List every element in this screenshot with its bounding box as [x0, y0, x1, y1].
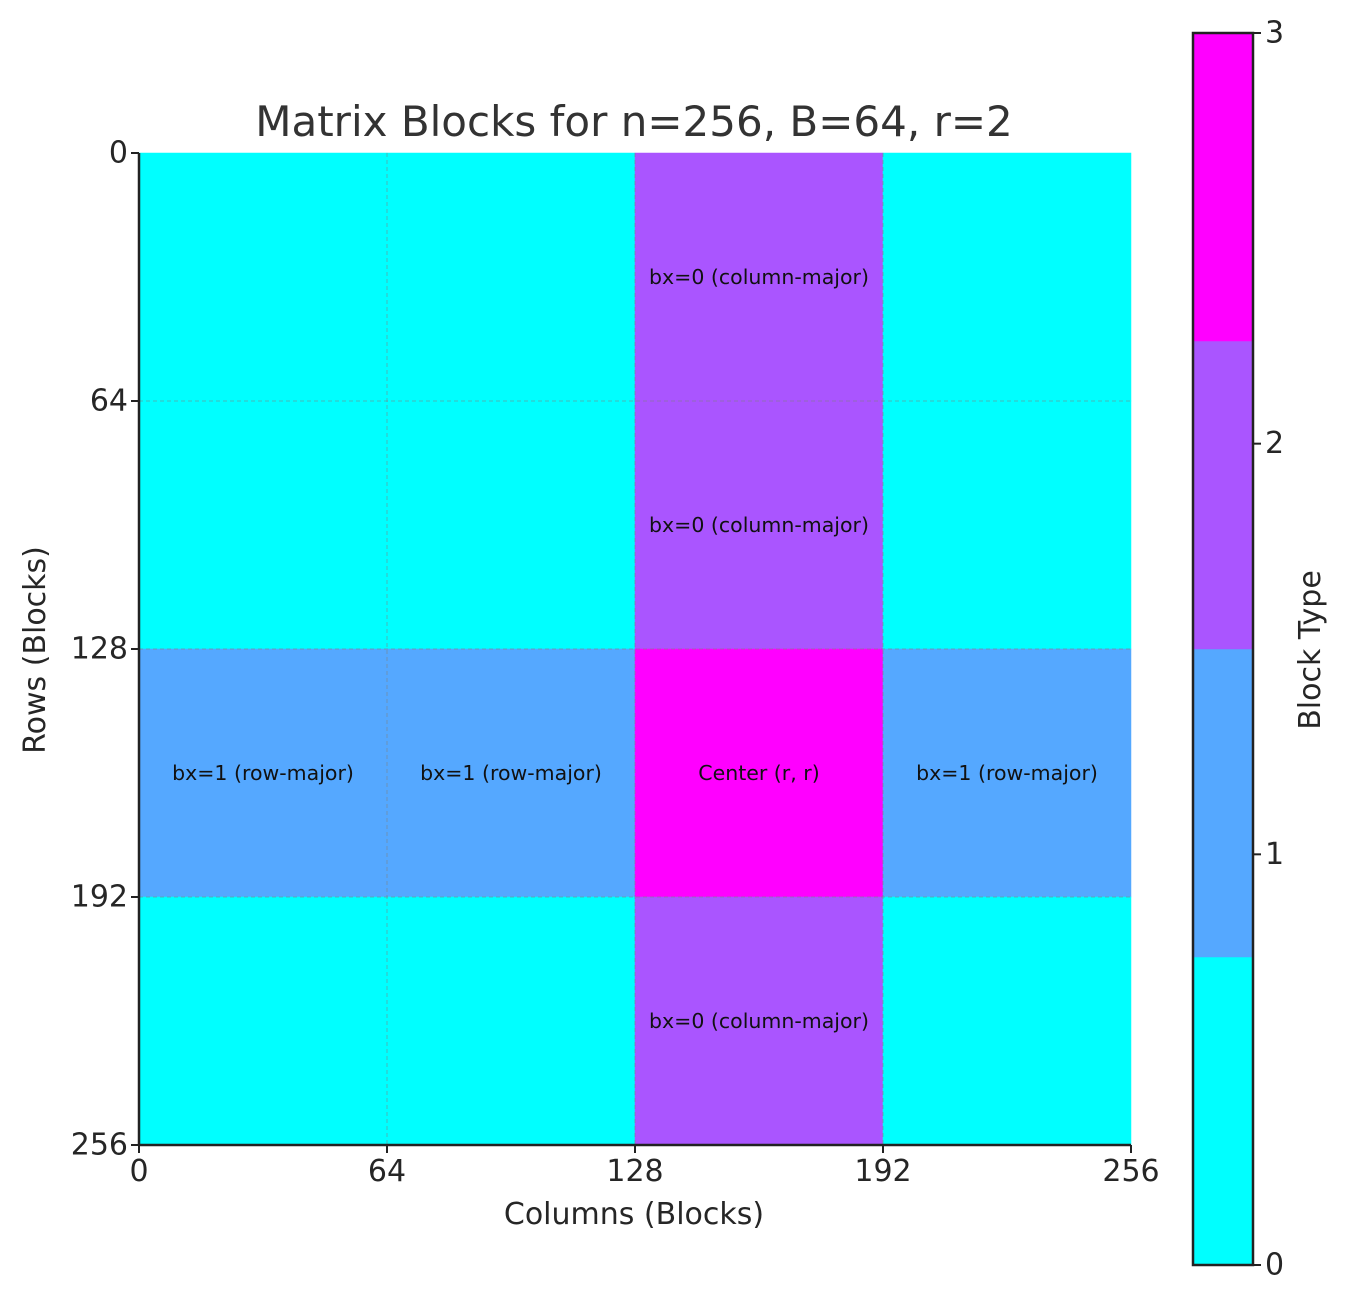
- colorbar-outline: [1191, 31, 1255, 1267]
- cell-label: bx=1 (row-major): [420, 761, 602, 785]
- heatmap-cell: [138, 152, 388, 402]
- heatmap-cell: [634, 400, 884, 650]
- heatmap-cell: [882, 152, 1132, 402]
- colorbar-band: [1192, 340, 1254, 650]
- x-axis-label: Columns (Blocks): [504, 1197, 764, 1232]
- cell-label: bx=1 (row-major): [916, 761, 1098, 785]
- heatmap-cell: [138, 896, 388, 1146]
- cell-label: Center (r, r): [698, 761, 819, 785]
- colorbar-tick-label: 2: [1265, 426, 1284, 461]
- chart-title: Matrix Blocks for n=256, B=64, r=2: [255, 97, 1013, 146]
- x-tick-label: 0: [129, 1154, 148, 1189]
- heatmap-cell: [386, 648, 636, 898]
- cell-label: bx=0 (column-major): [649, 513, 869, 537]
- colorbar-tick-label: 1: [1265, 837, 1284, 872]
- colorbar-band: [1192, 648, 1254, 958]
- heatmap-cell: [138, 400, 388, 650]
- cell-labels: bx=0 (column-major) bx=0 (column-major) bx…: [172, 265, 1098, 1033]
- x-tick-label: 64: [368, 1154, 406, 1189]
- cell-label: bx=1 (row-major): [172, 761, 354, 785]
- heatmap-cell: [882, 896, 1132, 1146]
- grid-lines: [139, 153, 1131, 1145]
- colorbar-label: Block Type: [1293, 570, 1328, 730]
- colorbar-band: [1192, 32, 1254, 342]
- x-tick-label: 192: [854, 1154, 911, 1189]
- heatmap-cell: [386, 400, 636, 650]
- colorbar: 0 1 2 3: [1191, 16, 1284, 1283]
- heatmap-cell: [882, 648, 1132, 898]
- y-axis-label: Rows (Blocks): [18, 546, 53, 754]
- y-tick-label: 256: [71, 1128, 128, 1163]
- heatmap-cell: [634, 896, 884, 1146]
- x-tick-label: 256: [1102, 1154, 1159, 1189]
- x-tick-label: 128: [606, 1154, 663, 1189]
- y-tick-label: 128: [71, 632, 128, 667]
- y-tick-label: 192: [71, 880, 128, 915]
- cell-label: bx=0 (column-major): [649, 265, 869, 289]
- heatmap-cell: [882, 400, 1132, 650]
- colorbar-band: [1192, 956, 1254, 1266]
- y-tick-label: 64: [90, 384, 128, 419]
- y-tick-label: 0: [109, 136, 128, 171]
- heatmap-cell: [386, 152, 636, 402]
- heatmap-cells: [138, 152, 1132, 1146]
- colorbar-tick-label: 3: [1265, 16, 1284, 51]
- cell-label: bx=0 (column-major): [649, 1009, 869, 1033]
- heatmap-cell: [634, 152, 884, 402]
- colorbar-tick-label: 0: [1265, 1248, 1284, 1283]
- heatmap-cell: [386, 896, 636, 1146]
